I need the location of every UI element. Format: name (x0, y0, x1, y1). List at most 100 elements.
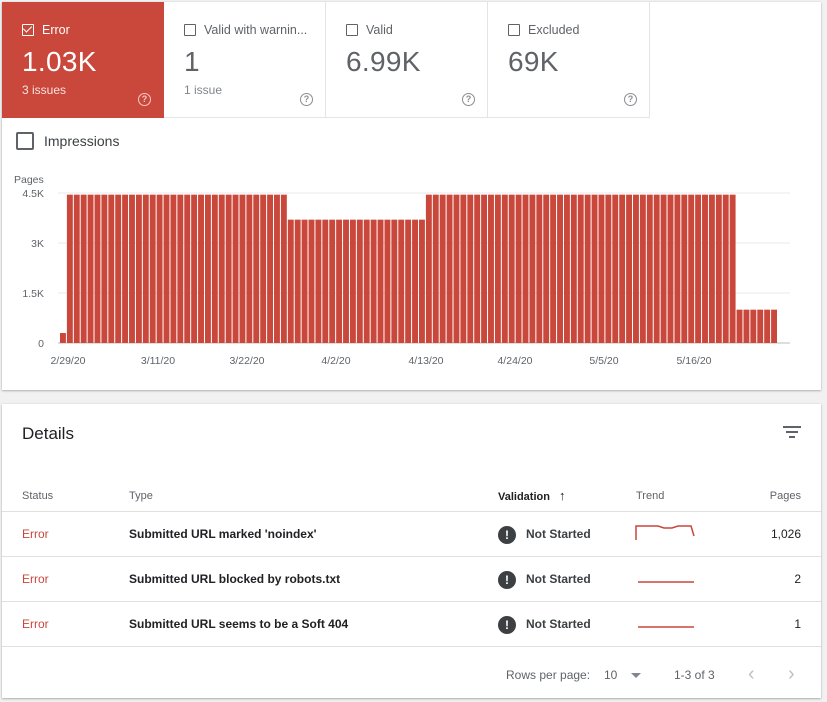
row-validation: ! Not Started (498, 602, 591, 647)
alert-icon: ! (498, 615, 516, 634)
chart-bar (467, 194, 474, 343)
chart-bar (619, 194, 626, 343)
chart-xtick-label: 4/2/20 (321, 355, 350, 367)
col-pages[interactable]: Pages (769, 490, 801, 502)
excluded-checkbox[interactable] (508, 24, 520, 36)
chart-ytick-label: 4.5K (22, 188, 44, 200)
chart-ylabel: Pages (14, 174, 44, 186)
chart-bar (708, 194, 715, 343)
chart-bar (384, 219, 391, 343)
chart-bar (715, 194, 722, 343)
chart-bar (156, 194, 163, 343)
chart-bar (356, 219, 363, 343)
table-footer: Rows per page: 10 1-3 of 3 ‹ › (2, 656, 821, 696)
chart-bar (681, 194, 688, 343)
chart-bar (66, 194, 73, 343)
impressions-checkbox[interactable] (16, 132, 34, 150)
chart-bar (108, 194, 115, 343)
chart-bar (239, 194, 246, 343)
chart-bar (529, 194, 536, 343)
chart-bar (570, 194, 577, 343)
tile-warnings-sub: 1 issue (184, 83, 223, 97)
chart-bar (688, 194, 695, 343)
chart-bar (398, 219, 405, 343)
chart-bar (377, 219, 384, 343)
impressions-toggle[interactable]: Impressions (16, 132, 119, 150)
table-row[interactable]: Error Submitted URL seems to be a Soft 4… (2, 602, 821, 647)
valid-with-warnings-checkbox[interactable] (184, 24, 196, 36)
table-row[interactable]: Error Submitted URL blocked by robots.tx… (2, 557, 821, 602)
chart-bar (577, 194, 584, 343)
sort-ascending-icon[interactable]: ↑ (559, 488, 566, 503)
chart-bar (253, 194, 260, 343)
chart-bar (60, 333, 66, 343)
chart-bar (405, 219, 412, 343)
chart-bar (343, 219, 349, 343)
chart-bar (225, 194, 232, 343)
tile-error[interactable]: Error 1.03K 3 issues ? (2, 2, 164, 118)
chart-xtick-label: 5/16/20 (676, 355, 711, 367)
rows-per-page-value: 10 (604, 668, 618, 682)
tile-error-label: Error (42, 23, 70, 37)
chart-bar (750, 309, 757, 343)
chart-bar (764, 309, 771, 343)
tile-excluded[interactable]: Excluded 69K ? (488, 2, 650, 118)
tile-valid-with-warnings[interactable]: Valid with warnin... 1 1 issue ? (164, 2, 326, 118)
dropdown-arrow-icon (631, 672, 642, 678)
chart-bar (149, 194, 156, 343)
help-icon[interactable]: ? (300, 93, 313, 106)
table-header: Status Type Validation ↑ Trend Pages (2, 480, 821, 512)
chart-bar (177, 194, 184, 343)
table-row[interactable]: Error Submitted URL marked 'noindex' ! No… (2, 512, 821, 557)
chart-bar (515, 194, 522, 343)
chart-bar (267, 194, 274, 343)
chart-bar (460, 194, 467, 343)
chart-bar (598, 194, 605, 343)
tile-excluded-value: 69K (508, 46, 559, 77)
chart-bar (336, 219, 343, 343)
error-checkbox[interactable] (22, 24, 34, 36)
row-pages: 1 (794, 617, 801, 631)
help-icon[interactable]: ? (138, 93, 151, 106)
tile-valid-label: Valid (366, 23, 393, 37)
chart-xtick-label: 2/29/20 (50, 355, 85, 367)
alert-icon: ! (498, 570, 516, 589)
chart-bar (322, 219, 329, 343)
chart-bar (191, 194, 198, 343)
tile-valid[interactable]: Valid 6.99K ? (326, 2, 488, 118)
col-type[interactable]: Type (129, 490, 153, 502)
trend-sparkline (634, 557, 698, 621)
chart-bar (363, 219, 370, 343)
chart-bar (142, 194, 149, 343)
prev-page-icon[interactable]: ‹ (748, 663, 755, 685)
rows-per-page-select[interactable]: 10 (604, 668, 642, 682)
chart-bar (722, 194, 729, 343)
chart-bar (129, 194, 135, 343)
chart-bar (412, 219, 418, 343)
chart-bar (232, 194, 239, 343)
col-trend[interactable]: Trend (636, 490, 665, 502)
row-status: Error (22, 527, 49, 541)
chart-bar (184, 194, 191, 343)
chart-bar (536, 194, 543, 343)
next-page-icon[interactable]: › (788, 663, 795, 685)
chart-ytick-label: 0 (38, 338, 44, 350)
pagination-range: 1-3 of 3 (674, 668, 715, 682)
help-icon[interactable]: ? (462, 93, 475, 106)
filter-icon[interactable] (783, 426, 801, 440)
chart-bar (122, 194, 129, 343)
col-validation[interactable]: Validation ↑ (498, 480, 566, 513)
chart-ytick-label: 3K (31, 238, 44, 250)
chart-bar (301, 219, 308, 343)
chart-xtick-label: 4/13/20 (408, 355, 443, 367)
chart-bar (87, 194, 94, 343)
valid-checkbox[interactable] (346, 24, 358, 36)
impressions-label: Impressions (44, 133, 120, 149)
trend-sparkline (634, 512, 698, 576)
help-icon[interactable]: ? (624, 93, 637, 106)
chart-bar (474, 194, 481, 343)
chart-bar (702, 194, 708, 343)
chart-bar (522, 194, 529, 343)
chart-bar (308, 219, 315, 343)
col-status[interactable]: Status (22, 490, 54, 502)
